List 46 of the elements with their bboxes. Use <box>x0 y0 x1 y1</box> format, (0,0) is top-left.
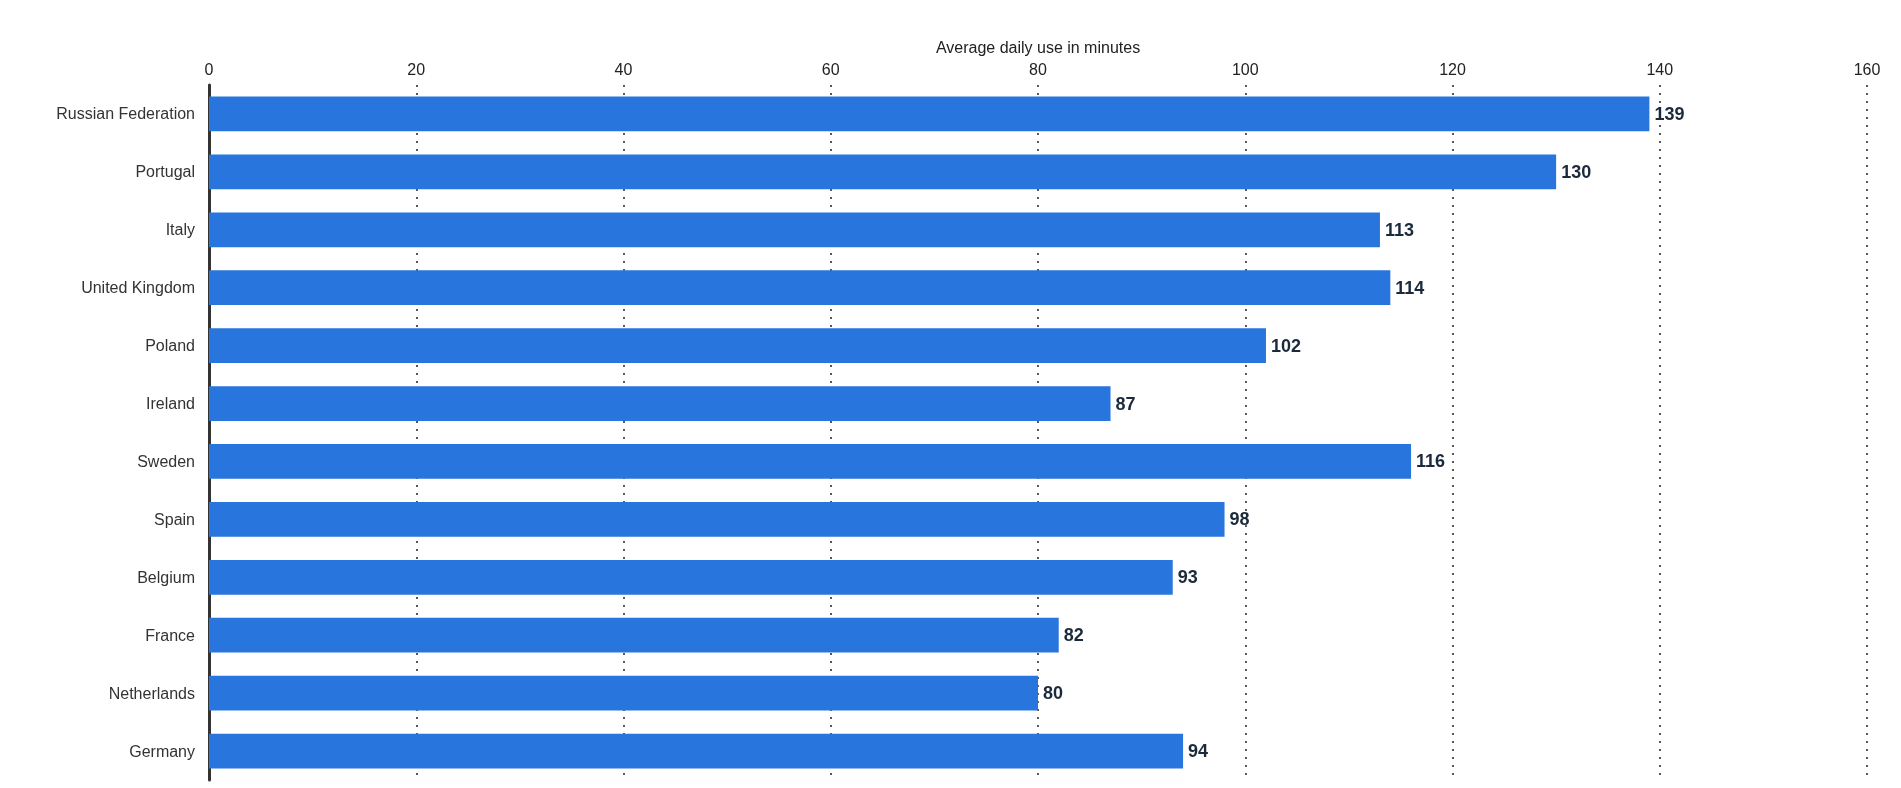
y-tick-label: Russian Federation <box>56 105 195 123</box>
data-label: 130 <box>1561 161 1592 182</box>
bar <box>209 96 1650 132</box>
y-tick-label: Sweden <box>137 452 195 470</box>
bar <box>209 502 1225 537</box>
y-tick-label: Ireland <box>146 395 195 413</box>
x-tick-label: 120 <box>1439 60 1466 78</box>
x-axis-title: Average daily use in minutes <box>935 38 1141 56</box>
bar <box>209 386 1111 421</box>
y-tick-label: France <box>145 626 196 644</box>
y-tick-label: Germany <box>129 742 195 760</box>
y-tick-label: Belgium <box>137 568 195 586</box>
data-label: 87 <box>1115 393 1136 414</box>
bar <box>209 675 1038 711</box>
bar <box>209 270 1391 306</box>
y-tick-label: Italy <box>165 221 195 239</box>
data-label: 98 <box>1229 509 1250 530</box>
x-tick-label: 60 <box>821 60 840 78</box>
data-label: 114 <box>1395 277 1425 298</box>
bar <box>209 617 1059 653</box>
bar <box>209 154 1557 190</box>
x-tick-label: 80 <box>1029 60 1047 78</box>
x-tick-label: 160 <box>1853 60 1881 78</box>
y-tick-label: Netherlands <box>108 684 195 702</box>
y-tick-label: United Kingdom <box>81 279 195 297</box>
bar <box>209 444 1412 479</box>
bar <box>209 328 1266 363</box>
bar <box>209 559 1173 595</box>
data-label: 93 <box>1177 567 1198 588</box>
x-tick-label: 140 <box>1646 60 1674 78</box>
x-tick-label: 100 <box>1231 60 1259 78</box>
x-tick-label: 20 <box>407 60 426 78</box>
y-tick-label: Spain <box>154 510 195 528</box>
data-label: 102 <box>1270 335 1302 356</box>
bar <box>209 733 1184 769</box>
data-label: 94 <box>1188 741 1209 762</box>
y-tick-label: Portugal <box>135 163 195 181</box>
y-tick-label: Poland <box>145 337 195 355</box>
data-label: 139 <box>1654 103 1685 124</box>
data-label: 116 <box>1416 451 1446 472</box>
x-tick-label: 40 <box>614 60 633 78</box>
data-label: 82 <box>1063 625 1084 646</box>
bar <box>209 212 1380 248</box>
x-tick-label: 0 <box>204 60 214 78</box>
data-label: 113 <box>1384 219 1415 240</box>
data-label: 80 <box>1043 683 1064 704</box>
